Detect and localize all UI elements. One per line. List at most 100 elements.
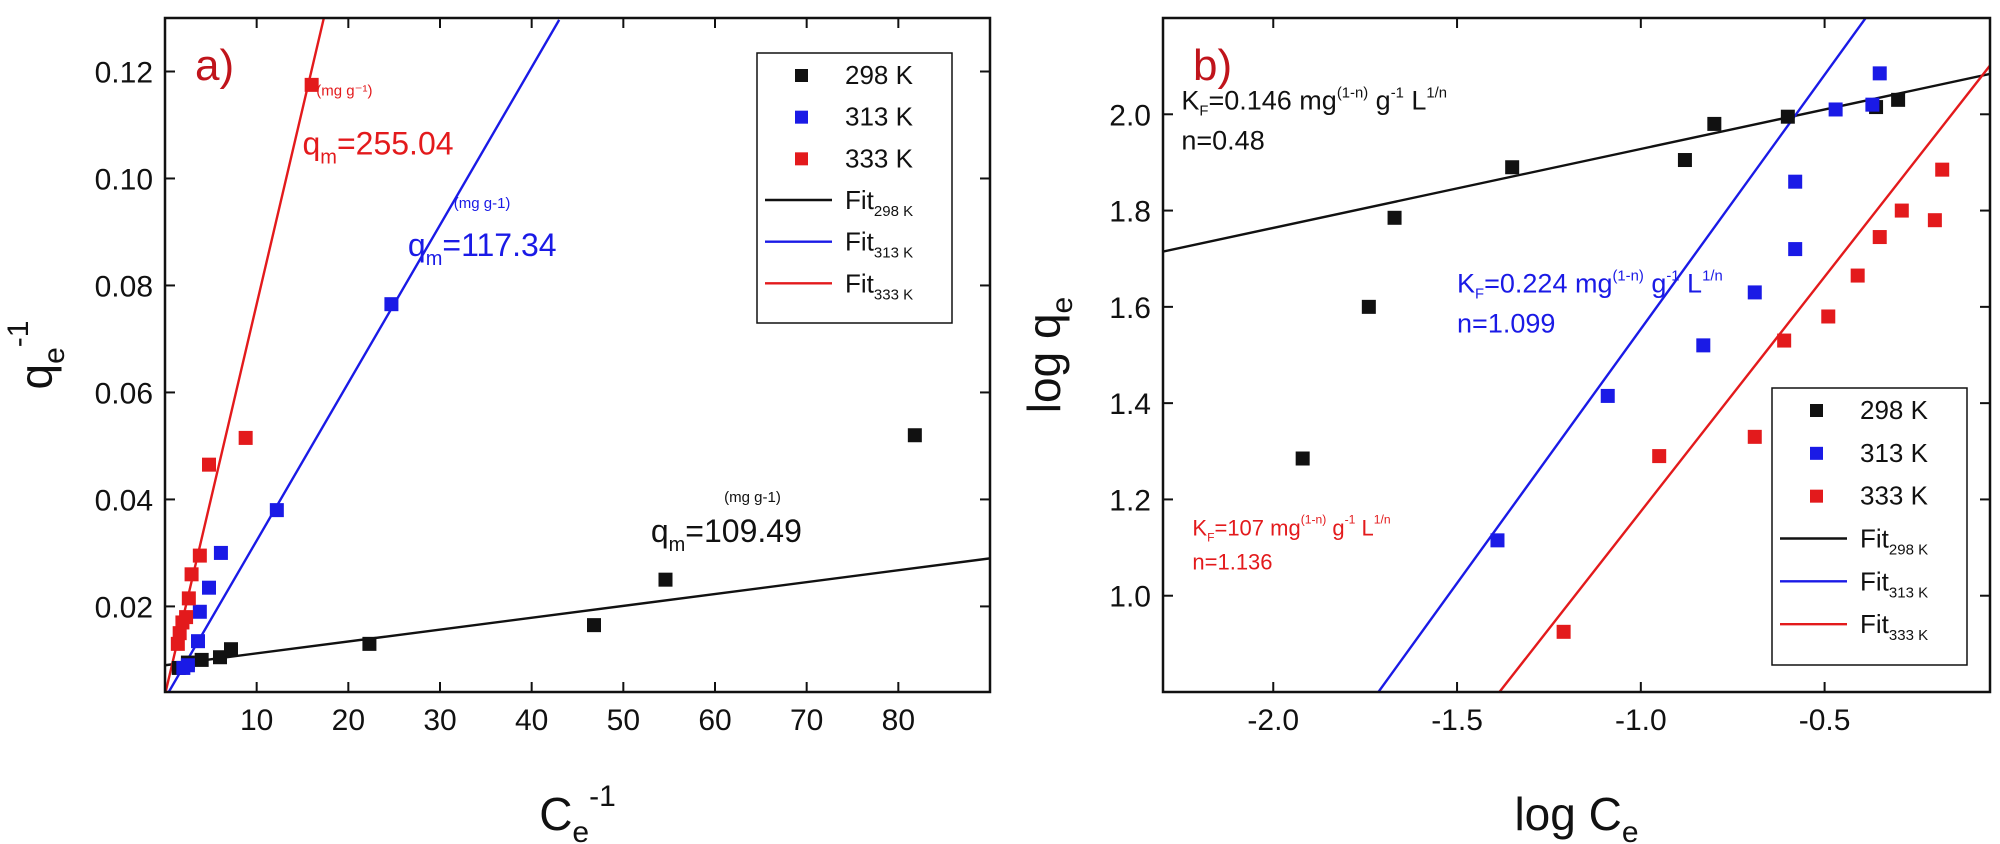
qm-subscript: m <box>426 248 443 270</box>
legend-fit-sub: 333 K <box>1889 627 1928 644</box>
legend-fit-main: Fit <box>845 227 875 257</box>
x-axis-label-sup: -1 <box>589 780 616 813</box>
n-annotation: n=1.099 <box>1457 308 1555 338</box>
y-axis-label-main: q <box>10 364 62 390</box>
x-tick-label: 50 <box>607 704 640 737</box>
legend-box <box>1771 387 1968 666</box>
legend-fit-label: Fit298 K <box>1860 524 1928 559</box>
legend-fit-label: Fit333 K <box>845 268 913 303</box>
legend-label: 298 K <box>1860 395 1929 425</box>
kf-sup-1: (1-n) <box>1612 268 1643 284</box>
data-point-313K-1 <box>180 658 195 673</box>
y-axis-label-sub: e <box>38 347 71 364</box>
legend-marker-298K <box>1810 404 1823 417</box>
data-point-298K-5 <box>362 636 377 651</box>
data-point-333K-5 <box>1850 268 1865 283</box>
x-tick-label: -1.0 <box>1615 704 1667 737</box>
y-tick-label: 1.2 <box>1109 484 1151 517</box>
kf-l: L <box>1680 268 1703 298</box>
data-point-313K-4 <box>202 580 216 595</box>
data-point-333K-3 <box>179 610 194 625</box>
qm-annotation: qm=109.49 <box>651 513 802 556</box>
data-point-313K-2 <box>1696 338 1711 353</box>
qm-symbol: q <box>651 513 669 549</box>
legend-fit-main: Fit <box>1860 566 1890 596</box>
legend-label: 298 K <box>845 60 914 90</box>
y-tick-label: 1.6 <box>1109 292 1151 325</box>
x-tick-label: 30 <box>423 704 456 737</box>
data-point-313K-7 <box>384 297 399 312</box>
kf-sup-3: 1/n <box>1374 513 1391 527</box>
x-axis-label-main: C <box>539 788 572 840</box>
data-point-333K-7 <box>1894 203 1909 218</box>
legend-label: 333 K <box>1860 481 1929 511</box>
data-point-313K-6 <box>1828 102 1843 117</box>
data-point-298K-4 <box>224 642 238 657</box>
y-tick-label: 0.02 <box>95 591 153 624</box>
data-point-298K-7 <box>658 572 673 587</box>
legend-label: 333 K <box>845 143 914 173</box>
data-point-333K-6 <box>1872 230 1887 245</box>
legend-fit-label: Fit333 K <box>1860 609 1928 644</box>
n-value: n=1.099 <box>1457 308 1555 338</box>
y-tick-label: 0.12 <box>95 56 153 89</box>
panel-label: a) <box>195 41 234 90</box>
data-point-298K-5 <box>1707 116 1722 131</box>
x-tick-label: 40 <box>515 704 548 737</box>
qm-symbol: q <box>408 227 426 263</box>
data-point-313K-3 <box>1747 285 1762 300</box>
data-point-298K-2 <box>1387 210 1402 225</box>
data-point-333K-3 <box>1777 333 1792 348</box>
data-point-298K-1 <box>1361 299 1376 314</box>
kf-sup-1: (1-n) <box>1301 513 1327 527</box>
x-tick-label: 70 <box>790 704 823 737</box>
legend-box <box>756 52 953 324</box>
qm-unit: (mg g-1) <box>724 489 781 506</box>
qm-unit: (mg g-1) <box>454 195 511 212</box>
legend-fit-main: Fit <box>845 268 875 298</box>
y-tick-label: 0.08 <box>95 270 153 303</box>
y-tick-label: 1.8 <box>1109 196 1151 229</box>
x-tick-label: 80 <box>882 704 915 737</box>
legend-fit-main: Fit <box>1860 524 1890 554</box>
data-point-313K-6 <box>269 503 284 518</box>
legend-marker-298K <box>795 69 808 82</box>
data-point-313K-4 <box>1788 242 1803 257</box>
y-axis-label-main: log q <box>1018 313 1070 413</box>
y-tick-label: 0.04 <box>95 484 153 517</box>
fit-lines <box>1163 18 1990 692</box>
chart-panel-a: 10 20 30 40 50 60 70 80 0.02 0.04 0.06 0.08 0.10 0.12… <box>2 16 992 844</box>
fit-line-b-298K <box>1163 72 1990 253</box>
fit-line-b-313K <box>1376 18 1868 692</box>
legend-marker-333K <box>1810 489 1823 503</box>
data-point-313K-2 <box>191 634 205 649</box>
panel-label: b) <box>1193 41 1232 90</box>
qm-value: =255.04 <box>337 125 454 161</box>
data-point-333K-9 <box>1935 162 1950 177</box>
x-tick-label: -1.5 <box>1431 704 1483 737</box>
fit-line-a-333K <box>165 18 326 692</box>
data-point-333K-1 <box>1652 449 1667 464</box>
data-point-313K-7 <box>1865 97 1880 112</box>
kf-subscript: F <box>1475 286 1484 302</box>
data-points <box>170 77 922 675</box>
qm-subscript: m <box>320 146 337 168</box>
kf-sup-1: (1-n) <box>1337 85 1368 101</box>
data-point-313K-5 <box>213 545 228 560</box>
plot-frame <box>1161 16 1992 694</box>
data-point-333K-8 <box>1927 213 1942 228</box>
data-point-333K-2 <box>1747 429 1762 444</box>
plot-frame <box>163 16 992 694</box>
data-point-298K-6 <box>1780 109 1795 124</box>
kf-value: =107 mg <box>1214 516 1300 541</box>
x-tick-label: 20 <box>332 704 365 737</box>
legend-fit-label: Fit313 K <box>1860 566 1928 601</box>
kf-g: g <box>1326 516 1344 541</box>
kf-symbol: K <box>1181 85 1199 115</box>
qm-unit: (mg g⁻¹) <box>316 83 372 100</box>
data-point-333K-0 <box>170 636 185 651</box>
data-point-333K-4 <box>1821 309 1836 324</box>
y-tick-label: 2.0 <box>1109 99 1151 132</box>
kf-g: g <box>1644 268 1667 298</box>
